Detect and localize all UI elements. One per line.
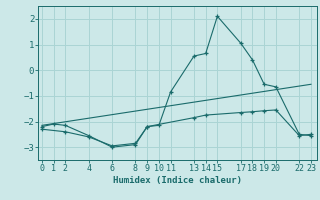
X-axis label: Humidex (Indice chaleur): Humidex (Indice chaleur) (113, 176, 242, 185)
